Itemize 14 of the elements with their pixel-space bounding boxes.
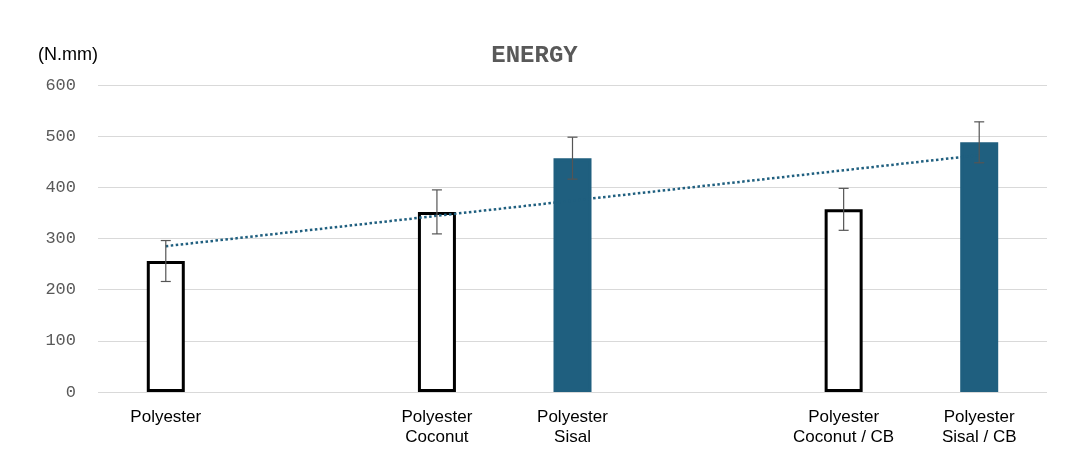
x-tick-label: Polyester	[130, 406, 202, 426]
y-tick-label: 400	[45, 177, 76, 197]
x-tick-label: Polyester Sisal / CB	[941, 406, 1017, 446]
y-tick-label: 500	[45, 126, 76, 146]
chart-title: ENERGY	[491, 41, 579, 69]
y-tick-label: 600	[45, 75, 76, 95]
y-tick-label: 100	[45, 331, 76, 351]
x-tick-label: Polyester Coconut / CB	[793, 406, 895, 446]
y-tick-label: 300	[45, 229, 76, 248]
x-tick-label: Polyester Coconut	[401, 406, 473, 446]
x-tick-label: Polyester Sisal	[537, 406, 609, 446]
y-axis-title: (N.mm)	[38, 44, 98, 64]
y-tick-label: 200	[45, 280, 76, 300]
y-tick-label: 0	[65, 382, 76, 402]
